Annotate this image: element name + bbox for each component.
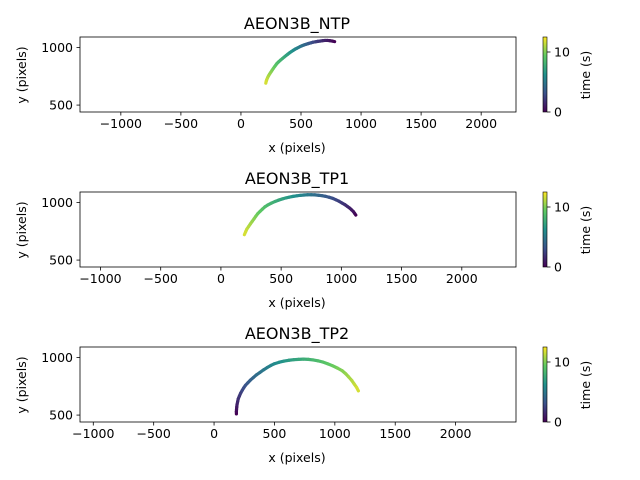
subplot-1: AEON3B_NTP −1000 −500 0 500 1000 1500 2000 500… <box>14 14 593 155</box>
colorbar-tick-label: 0 <box>554 105 562 120</box>
colorbar <box>542 191 548 268</box>
colorbar-ticks: 0 10 <box>547 45 570 120</box>
x-tick-label: 500 <box>263 426 287 441</box>
x-tick-label: −500 <box>137 426 171 441</box>
x-tick-label: 500 <box>289 116 313 131</box>
x-tick-label: 1500 <box>405 116 437 131</box>
subplot-3: AEON3B_TP2 −1000 −500 0 500 1000 1500 2000 500… <box>14 324 593 465</box>
colorbar-tick-label: 0 <box>554 415 562 430</box>
x-tick-label: 2000 <box>465 116 497 131</box>
x-tick-label: −1000 <box>79 271 121 286</box>
colorbar-label: time (s) <box>578 51 593 99</box>
x-tick-label: −1000 <box>72 426 114 441</box>
x-tick-label: 0 <box>210 426 218 441</box>
x-axis: −1000 −500 0 500 1000 1500 2000 <box>79 267 478 286</box>
y-axis-label: y (pixels) <box>14 46 29 103</box>
x-axis: −1000 −500 0 500 1000 1500 2000 <box>72 422 472 441</box>
x-axis-label: x (pixels) <box>268 450 325 465</box>
colorbar-ticks: 0 10 <box>547 355 570 430</box>
subplot-2: AEON3B_TP1 −1000 −500 0 500 1000 1500 2000 500… <box>14 169 593 310</box>
y-axis: 500 1000 <box>41 350 80 423</box>
x-tick-label: 500 <box>269 271 293 286</box>
colorbar <box>542 36 548 113</box>
y-tick-label: 1000 <box>41 350 73 365</box>
y-tick-label: 500 <box>49 408 73 423</box>
colorbar-label: time (s) <box>578 361 593 409</box>
axes-frame <box>79 36 517 113</box>
colorbar-ticks: 0 10 <box>547 200 570 275</box>
x-tick-label: 0 <box>237 116 245 131</box>
trajectory-segment <box>242 230 248 237</box>
plot-area <box>264 38 337 85</box>
x-tick-label: 2000 <box>440 426 472 441</box>
x-tick-label: 1000 <box>325 271 357 286</box>
y-axis-label: y (pixels) <box>14 201 29 258</box>
y-axis-label: y (pixels) <box>14 356 29 413</box>
axes-frame <box>79 346 517 423</box>
chart-title: AEON3B_NTP <box>244 14 351 34</box>
y-tick-label: 1000 <box>41 40 73 55</box>
chart-title: AEON3B_TP2 <box>245 324 349 344</box>
plot-area <box>242 193 358 237</box>
x-axis-label: x (pixels) <box>268 295 325 310</box>
y-axis: 500 1000 <box>41 195 80 268</box>
x-tick-label: 0 <box>217 271 225 286</box>
chart-title: AEON3B_TP1 <box>245 169 349 189</box>
y-axis: 500 1000 <box>41 40 80 113</box>
colorbar-tick-label: 10 <box>554 355 570 370</box>
plot-area <box>234 357 360 416</box>
y-tick-label: 500 <box>49 253 73 268</box>
x-tick-label: −500 <box>144 271 178 286</box>
x-tick-label: 2000 <box>446 271 478 286</box>
trajectory-segment <box>354 385 360 393</box>
x-axis: −1000 −500 0 500 1000 1500 2000 <box>100 112 497 131</box>
x-tick-label: −1000 <box>100 116 142 131</box>
y-tick-label: 1000 <box>41 195 73 210</box>
colorbar-label: time (s) <box>578 206 593 254</box>
x-axis-label: x (pixels) <box>268 140 325 155</box>
x-tick-label: 1500 <box>386 271 418 286</box>
y-tick-label: 500 <box>49 98 73 113</box>
axes-frame <box>79 191 517 268</box>
x-tick-label: 1500 <box>379 426 411 441</box>
x-tick-label: 1000 <box>345 116 377 131</box>
colorbar-tick-label: 10 <box>554 45 570 60</box>
x-tick-label: −500 <box>164 116 198 131</box>
colorbar-tick-label: 10 <box>554 200 570 215</box>
colorbar <box>542 346 548 423</box>
x-tick-label: 1000 <box>319 426 351 441</box>
colorbar-tick-label: 0 <box>554 260 562 275</box>
